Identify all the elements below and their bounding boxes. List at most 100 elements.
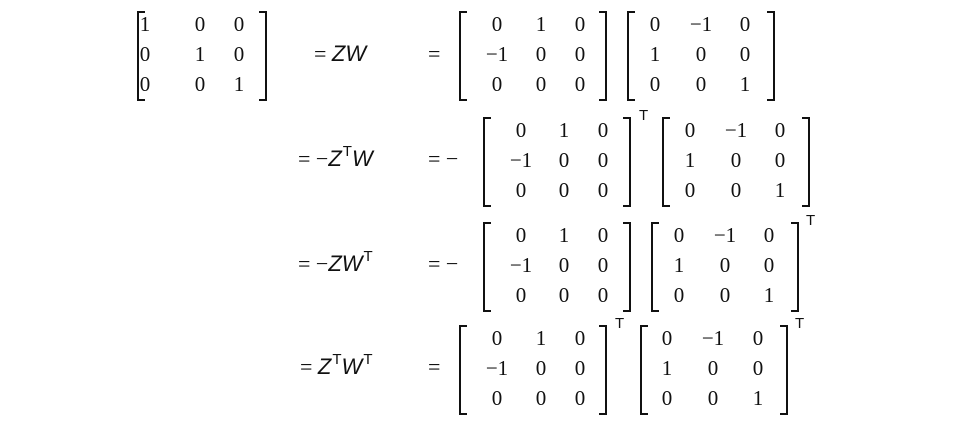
transpose-z-row-2: T xyxy=(639,107,649,124)
matrix-cell: 0 xyxy=(535,356,547,380)
matrix-cell: 0 xyxy=(763,253,775,277)
expr-row-4: = ZTWT xyxy=(300,351,372,382)
matrix-cell: 0 xyxy=(515,178,527,202)
matrix-cell: 0 xyxy=(649,72,661,96)
transpose-w-row-3: T xyxy=(806,212,816,229)
expr-variable: Z xyxy=(328,146,342,171)
matrix-cell: −1 xyxy=(724,118,748,142)
matrix-cell: 0 xyxy=(491,386,503,410)
bracket-right xyxy=(780,325,788,415)
matrix-cell: −1 xyxy=(485,42,509,66)
matrix-w-row-4: 0 −1 0 1 0 0 0 0 1 xyxy=(640,325,788,415)
matrix-cell: 1 xyxy=(684,148,696,172)
matrix-cell: 0 xyxy=(739,42,751,66)
matrix-cell: 0 xyxy=(574,356,586,380)
matrix-cell: 0 xyxy=(574,326,586,350)
matrix-cell: 0 xyxy=(574,12,586,36)
matrix-cell: 0 xyxy=(558,283,570,307)
expr-transpose: T xyxy=(363,248,373,265)
matrix-cell: 0 xyxy=(491,72,503,96)
matrix-cell: 0 xyxy=(673,283,685,307)
bracket-right xyxy=(259,11,267,101)
matrix-cell: 0 xyxy=(515,118,527,142)
matrix-cell: 0 xyxy=(535,386,547,410)
matrix-cell: 0 xyxy=(558,178,570,202)
matrix-cell: 0 xyxy=(597,253,609,277)
expr-variable: W xyxy=(345,41,367,66)
expr-row-2: = −ZTW xyxy=(298,143,373,174)
matrix-cell: −1 xyxy=(485,356,509,380)
matrix-cell: 0 xyxy=(719,283,731,307)
matrix-cell: 0 xyxy=(139,42,151,66)
prefix-row-1: = xyxy=(428,41,441,66)
bracket-left xyxy=(459,325,467,415)
matrix-w-row-1: 0 −1 0 1 0 0 0 0 1 xyxy=(627,11,775,101)
matrix-cell: −1 xyxy=(713,223,737,247)
expr-row-1: = ZW xyxy=(314,42,366,66)
prefix-row-4: = xyxy=(428,354,441,379)
matrix-cell: 0 xyxy=(673,223,685,247)
matrix-z-row-2: 0 1 0 −1 0 0 0 0 0 xyxy=(483,117,631,207)
bracket-left xyxy=(483,222,491,312)
bracket-right xyxy=(791,222,799,312)
expr-transpose: T xyxy=(342,143,352,160)
matrix-cell: 1 xyxy=(558,118,570,142)
matrix-w-row-3: 0 −1 0 1 0 0 0 0 1 xyxy=(651,222,799,312)
matrix-cell: 0 xyxy=(535,72,547,96)
expr-variable: W xyxy=(341,251,363,276)
matrix-cell: 0 xyxy=(574,72,586,96)
matrix-cell: 0 xyxy=(730,178,742,202)
matrix-cell: 0 xyxy=(597,223,609,247)
expr-transpose: T xyxy=(332,351,342,368)
matrix-cell: 0 xyxy=(707,356,719,380)
matrix-cell: 0 xyxy=(739,12,751,36)
bracket-left xyxy=(640,325,648,415)
bracket-left xyxy=(651,222,659,312)
matrix-cell: 0 xyxy=(661,386,673,410)
expr-row-3: = −ZWT xyxy=(298,248,373,279)
matrix-cell: 1 xyxy=(752,386,764,410)
matrix-cell: 1 xyxy=(535,326,547,350)
matrix-cell: 0 xyxy=(597,178,609,202)
expr-variable: W xyxy=(351,146,373,171)
matrix-cell: 0 xyxy=(233,12,245,36)
expr-variable: W xyxy=(341,354,363,379)
matrix-cell: 0 xyxy=(574,386,586,410)
bracket-right xyxy=(767,11,775,101)
matrix-cell: 1 xyxy=(763,283,775,307)
matrix-cell: 0 xyxy=(597,148,609,172)
matrix-cell: 1 xyxy=(535,12,547,36)
matrix-cell: 1 xyxy=(233,72,245,96)
lhs-matrix: 1 0 0 0 1 0 0 0 1 xyxy=(137,11,267,101)
matrix-cell: 0 xyxy=(661,326,673,350)
matrix-cell: 0 xyxy=(233,42,245,66)
matrix-cell: 0 xyxy=(139,72,151,96)
bracket-left xyxy=(662,117,670,207)
matrix-cell: 0 xyxy=(597,118,609,142)
matrix-cell: −1 xyxy=(689,12,713,36)
bracket-left xyxy=(459,11,467,101)
matrix-cell: 0 xyxy=(752,326,764,350)
bracket-right xyxy=(599,325,607,415)
bracket-right xyxy=(623,222,631,312)
matrix-cell: 1 xyxy=(661,356,673,380)
expr-transpose: T xyxy=(363,351,373,368)
expr-variable: Z xyxy=(317,354,332,379)
matrix-cell: 0 xyxy=(597,283,609,307)
expr-variable: Z xyxy=(328,251,342,276)
matrix-w-row-2: 0 −1 0 1 0 0 0 0 1 xyxy=(662,117,810,207)
matrix-cell: 0 xyxy=(491,326,503,350)
matrix-cell: 0 xyxy=(730,148,742,172)
matrix-cell: 0 xyxy=(774,148,786,172)
matrix-cell: 0 xyxy=(763,223,775,247)
bracket-left xyxy=(483,117,491,207)
bracket-right xyxy=(623,117,631,207)
expr-variable: Z xyxy=(331,41,346,66)
matrix-cell: 0 xyxy=(774,118,786,142)
matrix-z-row-1: 0 1 0 −1 0 0 0 0 0 xyxy=(459,11,607,101)
expr-operator: = xyxy=(314,41,332,66)
prefix-row-2: = − xyxy=(428,146,459,171)
matrix-cell: 1 xyxy=(194,42,206,66)
matrix-cell: 0 xyxy=(684,178,696,202)
expr-operator: = − xyxy=(298,251,329,276)
